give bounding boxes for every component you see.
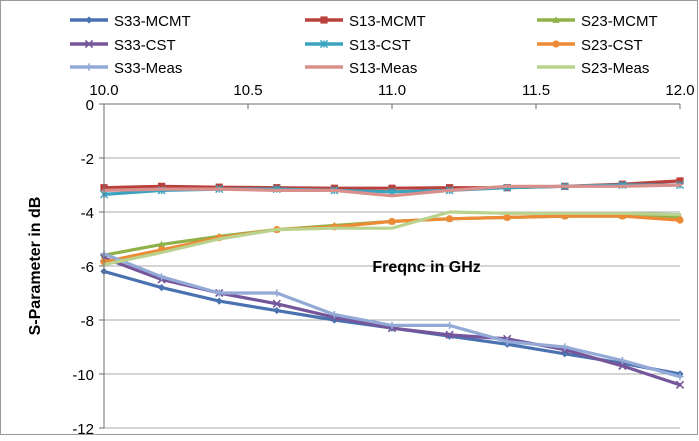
x-tick-label: 11.0 (378, 82, 406, 99)
data-point-s13-mcmt (676, 177, 684, 185)
data-point-s23-cst (446, 215, 454, 223)
legend-marker (552, 40, 560, 48)
legend-marker (85, 63, 93, 71)
data-point-s33-meas (446, 321, 454, 329)
data-point-s33-meas (273, 289, 281, 297)
data-point-s23-mcmt (158, 240, 166, 248)
legend-marker (320, 16, 328, 24)
data-point-s23-cst (503, 213, 511, 221)
legend-label: S13-MCMT (349, 13, 426, 30)
data-point-s33-meas (388, 321, 396, 329)
data-point-s33-meas (158, 273, 166, 281)
series-line-s13-meas (102, 183, 682, 198)
legend-label: S23-CST (581, 37, 643, 54)
y-tick-label: 0 (86, 97, 94, 114)
data-point-s33-cst (445, 330, 454, 340)
y-tick-label: -8 (81, 313, 94, 330)
legend-label: S33-MCMT (114, 13, 191, 30)
legend-label: S13-Meas (349, 60, 417, 77)
data-point-s33-mcmt (215, 297, 223, 305)
data-point-s33-cst (272, 299, 281, 308)
legend-label: S33-CST (114, 37, 176, 54)
data-point-s33-mcmt (273, 306, 281, 315)
legend-marker (319, 39, 329, 49)
x-axis-title: Freqnc in GHz (372, 259, 480, 276)
legend: S33-MCMT S13-MCMT S23-MCMT S33-CST S13-CST S2… (70, 13, 658, 77)
legend-label: S33-Meas (114, 60, 182, 77)
y-axis-title: S-Parameter in dB (27, 197, 44, 336)
data-point-s33-meas (618, 356, 626, 365)
legend-label: S23-MCMT (581, 13, 658, 30)
y-tick-label: -4 (81, 205, 94, 222)
x-tick-label: 11.5 (522, 82, 550, 99)
legend-marker (552, 16, 560, 23)
data-point-s33-meas (561, 343, 569, 351)
legend-label: S23-Meas (581, 60, 649, 77)
legend-marker (84, 39, 94, 49)
x-tick-label: 12.0 (665, 82, 694, 99)
series-layer (99, 177, 685, 389)
data-point-s23-cst (676, 216, 684, 224)
data-point-s33-meas (503, 338, 511, 346)
y-tick-label: -2 (81, 151, 94, 168)
y-tick-label: -6 (81, 259, 94, 276)
axis-layer: 0 -2 -4 -6 -8 -10 -12 10.0 10.5 11.0 11.5 12.0 S-Par… (27, 82, 695, 438)
y-tick-label: -12 (72, 421, 94, 436)
series-line-s23-meas (102, 210, 682, 267)
data-point-s23-cst (388, 217, 396, 226)
legend-label: S13-CST (349, 37, 411, 54)
y-tick-label: -10 (72, 367, 94, 384)
x-tick-label: 10.5 (233, 82, 262, 99)
x-tick-label: 10.0 (89, 82, 118, 99)
data-point-s13-mcmt (158, 182, 166, 190)
data-point-s33-meas (676, 373, 684, 381)
data-point-s33-mcmt (158, 284, 166, 292)
data-point-s33-meas (215, 289, 223, 297)
data-point-s33-cst (675, 380, 685, 389)
legend-marker (85, 16, 93, 24)
data-point-s33-cst (618, 361, 627, 371)
data-point-s33-meas (330, 311, 338, 319)
